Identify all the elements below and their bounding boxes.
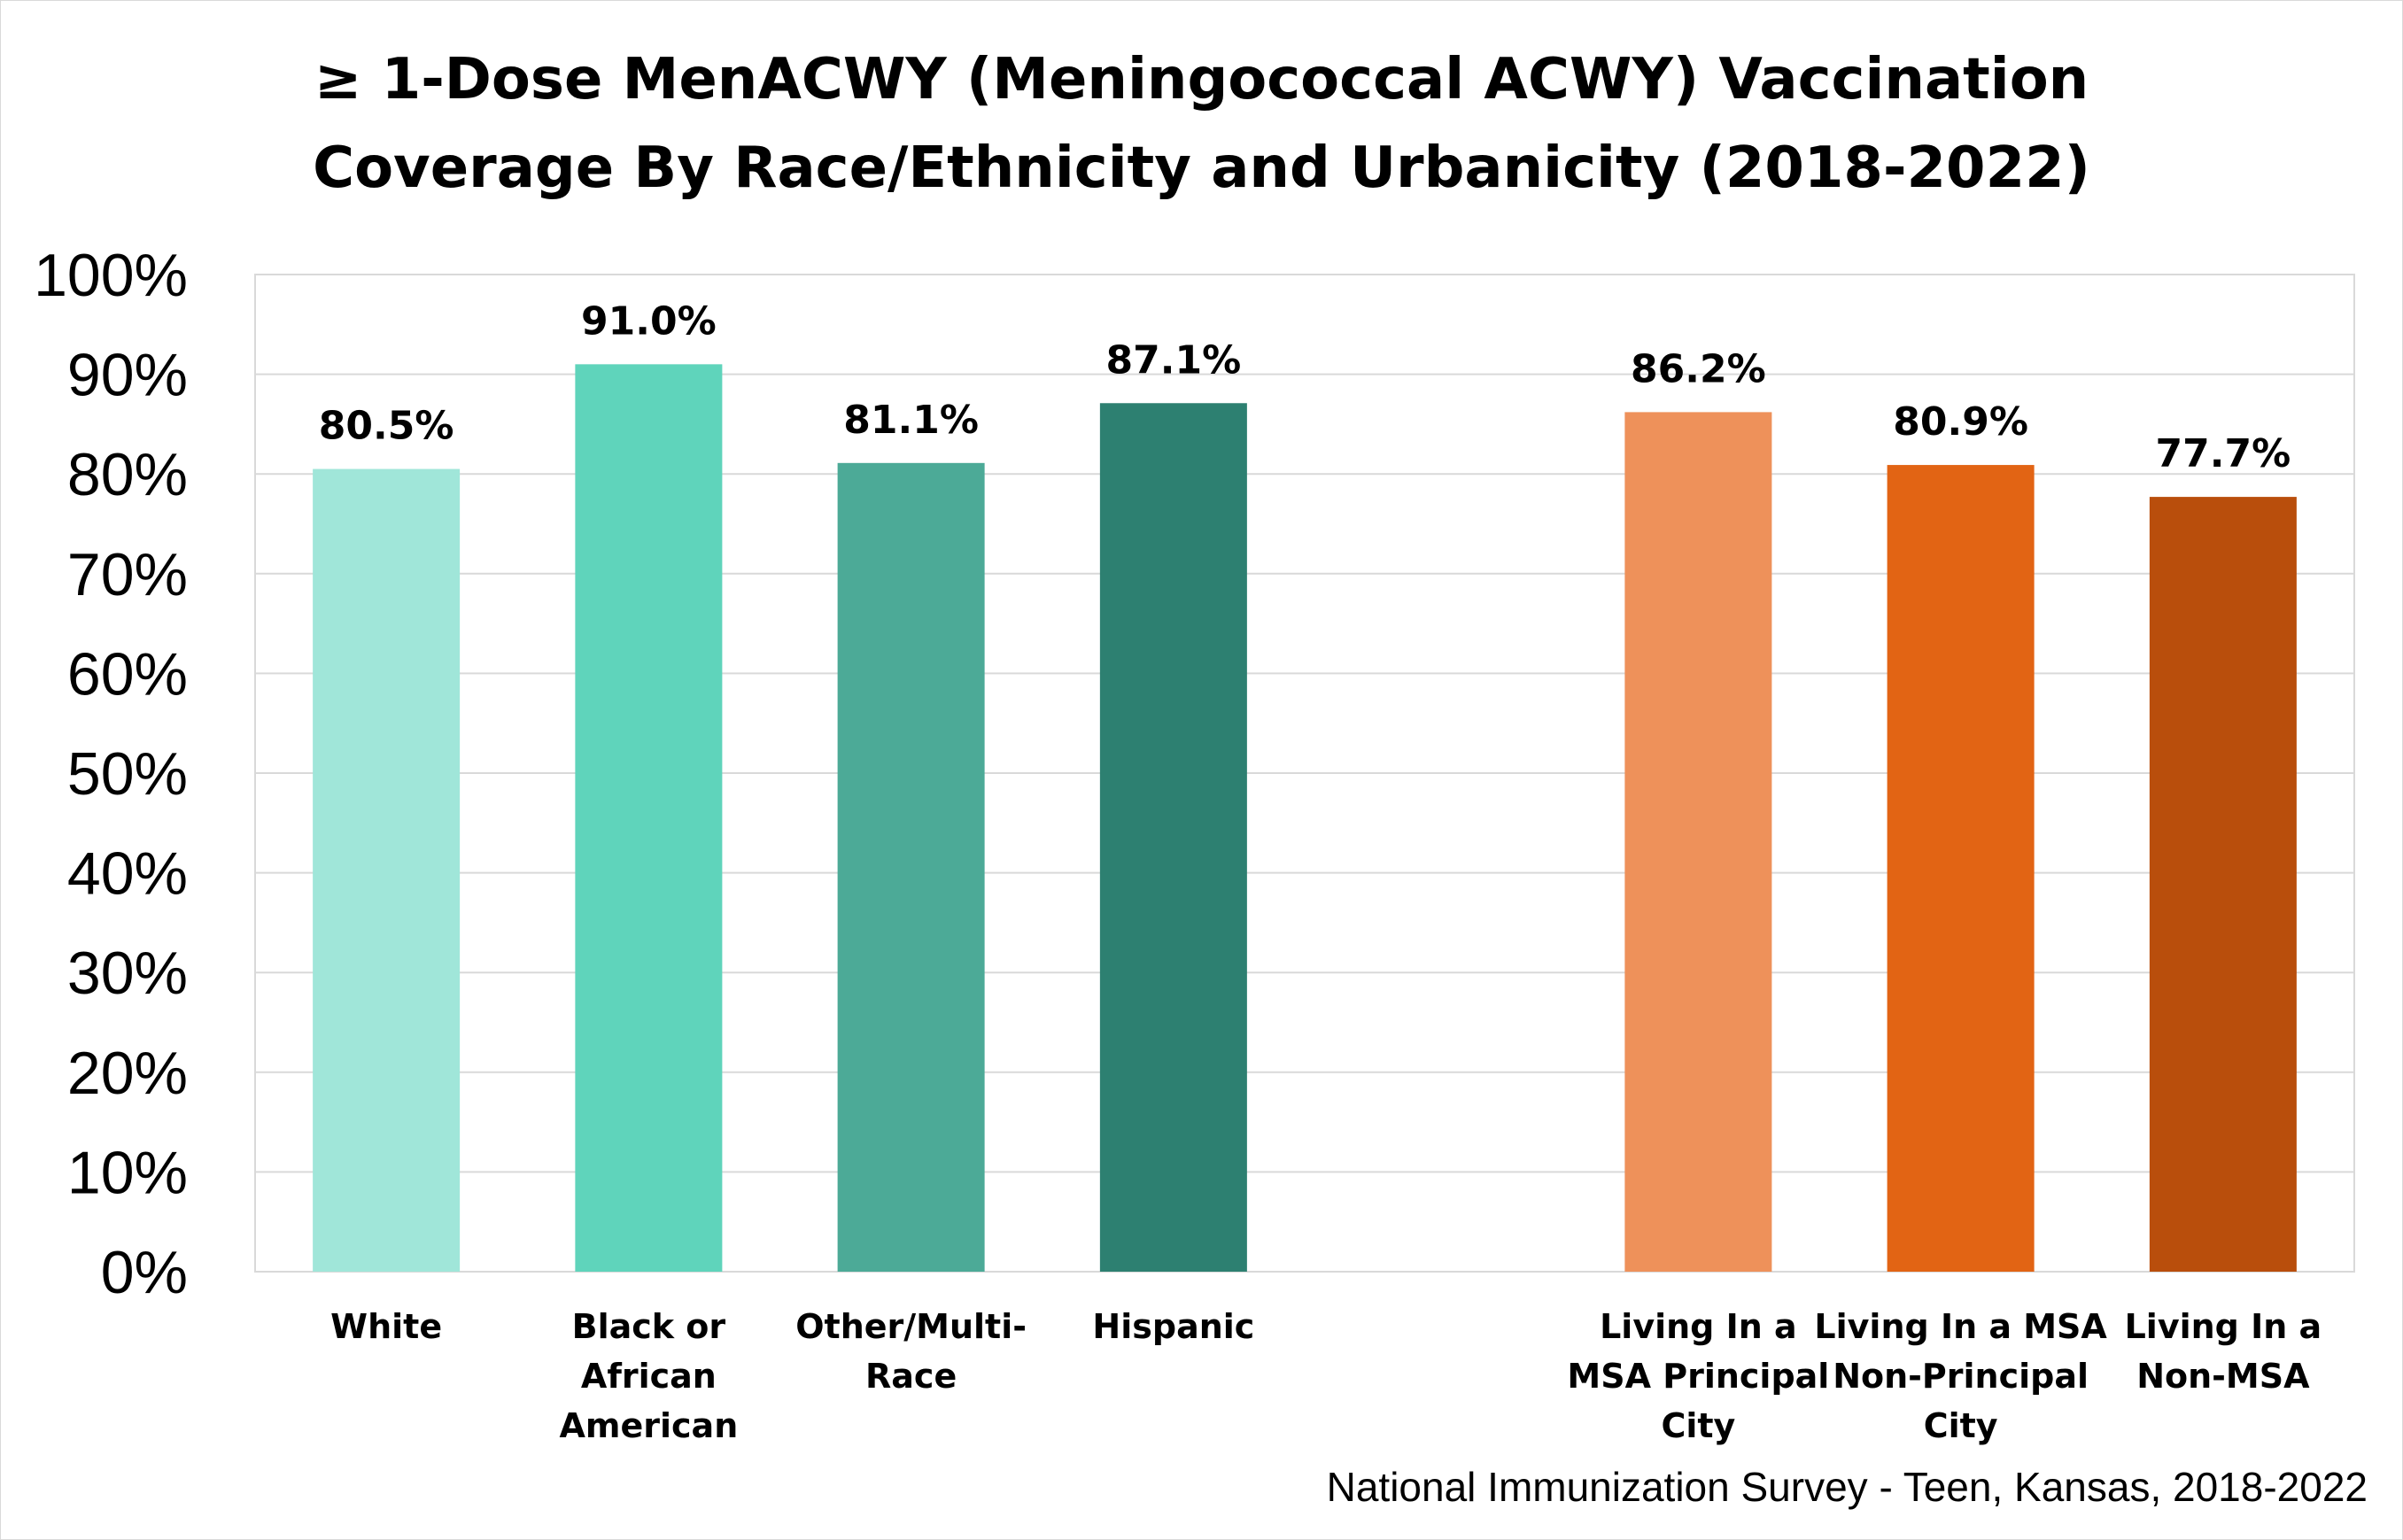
y-tick-label: 20%	[67, 1040, 188, 1107]
x-tick-label: Black or	[572, 1307, 726, 1346]
bar	[1887, 465, 2035, 1272]
x-tick-label: American	[559, 1406, 738, 1445]
source-note: National Immunization Survey - Teen, Kan…	[1326, 1464, 2368, 1510]
x-tick-label: Living In a MSA	[1814, 1307, 2107, 1346]
x-tick-label: African	[581, 1357, 717, 1396]
data-label: 81.1%	[843, 398, 979, 443]
x-tick-label: Living In a	[1600, 1307, 1797, 1346]
y-tick-label: 30%	[67, 940, 188, 1007]
x-tick-label: Race	[865, 1357, 957, 1396]
chart-title-line-1: ≥ 1-Dose MenACWY (Meningococcal ACWY) Va…	[314, 47, 2089, 112]
bar	[1624, 412, 1772, 1272]
bar	[837, 462, 985, 1272]
y-tick-label: 0%	[101, 1239, 188, 1306]
data-label: 80.9%	[1893, 399, 2028, 445]
chart-title-line-2: Coverage By Race/Ethnicity and Urbanicit…	[313, 135, 2090, 201]
data-label: 91.0%	[581, 298, 717, 344]
bar	[575, 364, 723, 1273]
bar	[2149, 497, 2297, 1272]
y-tick-label: 70%	[67, 541, 188, 608]
data-label: 86.2%	[1631, 346, 1766, 391]
x-tick-label: Hispanic	[1092, 1307, 1254, 1346]
x-tick-label: White	[330, 1307, 442, 1346]
x-tick-label: Non-Principal	[1833, 1357, 2089, 1396]
chart-title: ≥ 1-Dose MenACWY (Meningococcal ACWY) Va…	[0, 35, 2403, 213]
data-label: 77.7%	[2156, 431, 2291, 476]
y-tick-label: 80%	[67, 441, 188, 508]
data-label: 87.1%	[1106, 337, 1242, 383]
x-tick-label: City	[1661, 1406, 1735, 1445]
y-tick-label: 40%	[67, 840, 188, 908]
x-tick-label: Other/Multi-	[795, 1307, 1027, 1346]
x-tick-label: Non-MSA	[2136, 1357, 2310, 1396]
bar	[1099, 403, 1247, 1272]
y-tick-label: 50%	[67, 740, 188, 808]
y-tick-label: 10%	[67, 1139, 188, 1206]
data-label: 80.5%	[319, 404, 454, 449]
y-tick-label: 100%	[34, 242, 188, 309]
y-tick-label: 60%	[67, 640, 188, 708]
x-tick-label: MSA Principal	[1567, 1357, 1829, 1396]
x-tick-label: Living In a	[2125, 1307, 2322, 1346]
x-tick-label: City	[1924, 1406, 1998, 1445]
y-tick-label: 90%	[67, 342, 188, 409]
bar	[313, 468, 461, 1272]
